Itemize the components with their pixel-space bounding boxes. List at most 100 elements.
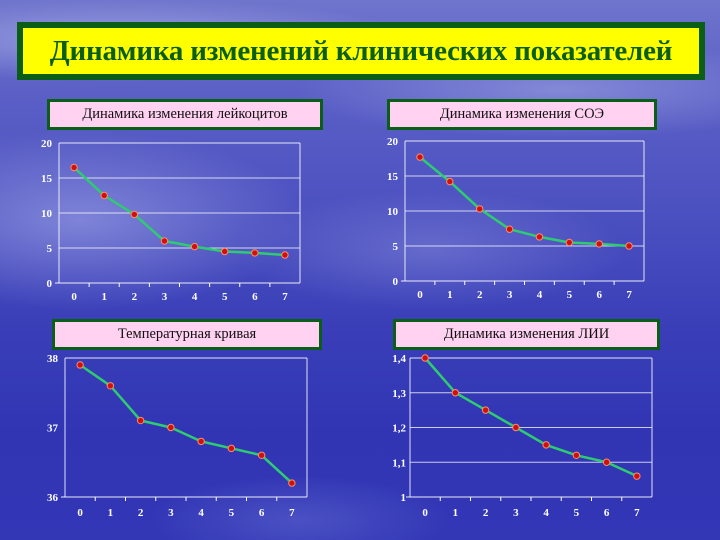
panel-label-text: Динамика изменения СОЭ: [439, 106, 605, 122]
x-tick-label: 1: [447, 289, 453, 301]
data-point-marker: [572, 451, 581, 459]
data-point-marker: [475, 205, 484, 213]
plot-area: 0 5 10 15 20 0 1 2 3 4 5 6 7: [41, 138, 301, 303]
data-point-marker: [251, 249, 259, 257]
data-point-marker: [633, 472, 641, 480]
panel-label-leukocytes: Динамика изменения лейкоцитов: [47, 99, 323, 130]
y-tick-label: 1,3: [392, 388, 406, 400]
x-tick-label: 3: [168, 507, 174, 519]
data-point-marker: [505, 225, 514, 233]
data-point-marker: [416, 153, 424, 161]
series-line: [424, 357, 638, 478]
x-tick-label: 2: [132, 291, 138, 303]
x-tick-label: 0: [417, 289, 423, 301]
plot-area: 36 37 38 0 1 2 3 4 5 6 7: [47, 353, 308, 519]
x-tick-label: 0: [77, 507, 83, 519]
data-point-marker: [197, 437, 205, 446]
data-point-marker: [542, 441, 550, 449]
x-tick-label: 5: [567, 289, 573, 301]
data-point-marker: [70, 163, 78, 172]
x-tick-label: 0: [71, 291, 77, 303]
series-line: [79, 363, 293, 485]
x-tick-label: 4: [537, 289, 543, 301]
data-point-marker: [76, 361, 84, 369]
data-point-marker: [227, 444, 236, 453]
y-tick-label: 0: [47, 278, 53, 290]
panel-label-esr: Динамика изменения СОЭ: [387, 99, 657, 130]
x-tick-label: 5: [574, 507, 580, 519]
data-point-marker: [167, 423, 175, 432]
data-point-marker: [481, 406, 490, 414]
y-tick-label: 38: [47, 353, 59, 365]
data-point-marker: [288, 479, 296, 487]
x-tick-label: 2: [477, 289, 483, 301]
data-point-marker: [451, 389, 460, 397]
slide-title-box: Динамика изменений клинических показател…: [17, 22, 705, 80]
y-tick-label: 1,4: [392, 353, 406, 365]
x-tick-label: 6: [604, 507, 610, 519]
y-tick-label: 5: [393, 241, 399, 253]
x-tick-label: 2: [483, 507, 489, 519]
plot-area: 0 5 10 15 20 0 1 2 3 4 5 6 7: [387, 136, 645, 301]
data-point-marker: [257, 451, 266, 459]
y-tick-label: 0: [393, 276, 399, 288]
y-tick-label: 36: [47, 492, 59, 504]
plot-area: 1 1,1 1,2 1,3 1,4 0 1 2 3 4 5 6 7: [392, 353, 653, 519]
x-tick-label: 4: [198, 507, 204, 519]
x-tick-label: 7: [634, 507, 640, 519]
data-point-marker: [281, 251, 289, 259]
panel-label-temperature: Температурная кривая: [52, 319, 322, 350]
x-tick-label: 7: [626, 289, 632, 301]
x-tick-label: 1: [108, 507, 114, 519]
x-tick-label: 3: [513, 507, 519, 519]
x-tick-label: 3: [162, 291, 168, 303]
x-tick-label: 2: [138, 507, 144, 519]
data-point-marker: [512, 423, 520, 432]
x-tick-label: 3: [507, 289, 513, 301]
data-point-marker: [595, 240, 603, 248]
series-line: [73, 166, 285, 257]
data-point-marker: [160, 237, 169, 245]
y-tick-label: 15: [387, 171, 399, 183]
x-tick-label: 6: [259, 507, 265, 519]
x-tick-label: 0: [422, 507, 428, 519]
data-point-marker: [446, 177, 454, 186]
data-point-marker: [106, 382, 115, 390]
x-tick-label: 1: [101, 291, 107, 303]
data-point-marker: [136, 416, 145, 425]
y-tick-label: 1,1: [392, 457, 406, 469]
y-tick-label: 20: [41, 138, 53, 150]
y-tick-label: 1: [401, 492, 407, 504]
data-point-marker: [190, 242, 199, 251]
x-tick-label: 7: [282, 291, 288, 303]
slide-title: Динамика изменений клинических показател…: [49, 34, 673, 67]
panel-label-text: Температурная кривая: [117, 326, 257, 342]
data-point-marker: [625, 242, 633, 250]
panel-label-text: Динамика изменения ЛИИ: [443, 326, 610, 342]
x-tick-label: 4: [192, 291, 198, 303]
y-tick-label: 15: [41, 173, 53, 185]
x-tick-label: 1: [453, 507, 459, 519]
data-point-marker: [100, 191, 108, 200]
data-point-marker: [220, 247, 229, 256]
panel-label-text: Динамика изменения лейкоцитов: [82, 106, 288, 122]
data-point-marker: [421, 354, 429, 362]
y-tick-label: 1,2: [392, 423, 406, 435]
x-tick-label: 6: [596, 289, 602, 301]
x-tick-label: 5: [222, 291, 228, 303]
y-tick-label: 37: [47, 423, 59, 435]
data-point-marker: [130, 210, 139, 219]
panel-label-lii: Динамика изменения ЛИИ: [393, 319, 660, 350]
data-point-marker: [565, 238, 574, 247]
y-tick-label: 20: [387, 136, 399, 148]
x-tick-label: 4: [543, 507, 549, 519]
data-point-marker: [535, 233, 544, 241]
x-tick-label: 6: [252, 291, 258, 303]
x-tick-label: 5: [229, 507, 235, 519]
data-point-marker: [602, 458, 611, 466]
series-line: [419, 156, 630, 248]
